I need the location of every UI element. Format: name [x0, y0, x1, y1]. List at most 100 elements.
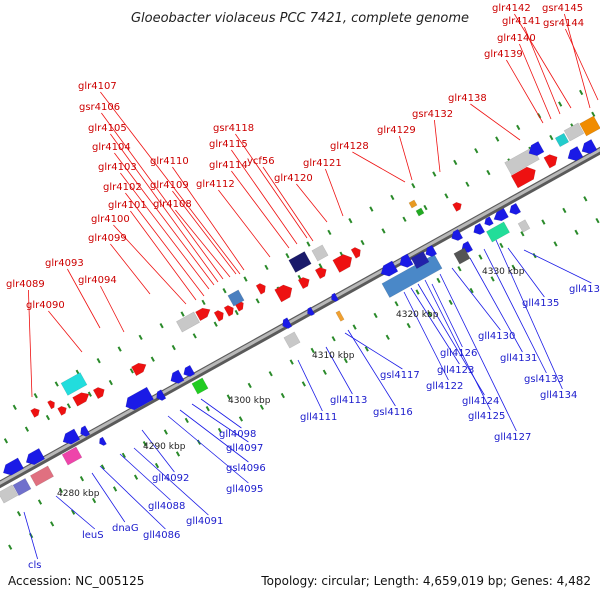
forward-gene-label: glr4120 — [274, 173, 313, 184]
reverse-gene-label: gll4113 — [330, 395, 367, 406]
tick-mark — [213, 321, 218, 327]
rna-gene — [554, 132, 570, 148]
reverse-gene — [493, 207, 509, 222]
tick-mark — [24, 426, 30, 432]
forward-gene — [297, 277, 310, 290]
label-leader — [175, 209, 231, 278]
tick-mark — [390, 194, 395, 201]
tick-mark — [171, 344, 176, 351]
reverse-gene-label: gll4123 — [437, 365, 474, 376]
label-leader — [399, 135, 413, 181]
forward-gene-label: glr4102 — [103, 182, 142, 193]
tick-mark — [381, 228, 386, 234]
forward-gene — [47, 400, 55, 410]
tick-mark — [222, 288, 227, 294]
misc-feature — [453, 247, 471, 265]
reverse-gene — [509, 202, 522, 215]
forward-gene-label: glr4094 — [78, 275, 117, 286]
label-leader — [172, 190, 237, 275]
label-leader — [523, 249, 592, 284]
tick-mark — [259, 404, 264, 410]
reverse-gene-label: gll4097 — [226, 443, 263, 454]
tick-mark — [285, 253, 290, 259]
tick-mark — [427, 311, 432, 317]
tick-mark — [579, 89, 584, 96]
reverse-gene-label: gll4092 — [152, 473, 189, 484]
tick-mark — [100, 464, 105, 470]
tick-mark — [121, 452, 126, 459]
label-leader — [231, 170, 290, 249]
label-leader — [218, 189, 271, 258]
reverse-gene — [528, 141, 545, 156]
misc-feature — [227, 289, 245, 307]
reverse-gene — [567, 146, 584, 161]
reverse-gene-label: gsl4116 — [373, 407, 413, 418]
kbp-marker-label: 4330 kbp — [482, 267, 525, 277]
kbp-markers: 4280 kbp 4290 kbp 4300 kbp 4310 kbp 4320 kbp… — [57, 267, 525, 499]
tick-mark — [226, 394, 231, 400]
tick-mark — [180, 311, 185, 317]
tick-mark — [310, 347, 315, 354]
reverse-gene — [156, 389, 167, 401]
tick-mark — [243, 276, 248, 282]
tick-mark — [436, 277, 441, 284]
label-leader — [262, 166, 314, 242]
forward-gene-label: glr4093 — [45, 258, 84, 269]
reverse-gene — [282, 317, 293, 329]
tick-mark — [306, 241, 311, 247]
tick-mark — [486, 169, 491, 176]
reverse-gene-label: gll4122 — [426, 381, 463, 392]
tick-mark — [205, 406, 210, 412]
tick-mark — [268, 371, 273, 377]
reverse-gene-label: cls — [28, 560, 42, 571]
topology-text: Topology: circular; Length: 4,659,019 bp… — [260, 574, 591, 588]
tick-mark — [369, 206, 374, 212]
tick-mark — [495, 136, 500, 142]
label-leader — [495, 239, 563, 390]
label-leader — [506, 59, 544, 124]
label-leader — [519, 43, 552, 120]
kbp-marker-label: 4280 kbp — [57, 489, 100, 499]
reverse-gene-label: dnaG — [112, 523, 139, 534]
tick-mark — [516, 124, 521, 131]
label-leader — [231, 149, 298, 245]
pseudo-gene — [176, 311, 200, 333]
misc-feature — [288, 251, 312, 273]
forward-gene-label: glr4099 — [88, 233, 127, 244]
forward-gene-label: glr4108 — [153, 199, 192, 210]
reverse-gene-label: gll4135 — [522, 298, 559, 309]
rna-gene — [60, 372, 88, 396]
forward-gene — [131, 362, 147, 377]
tick-mark — [133, 474, 139, 480]
pseudo-gene — [517, 219, 531, 233]
kbp-marker-label: 4320 kbp — [396, 310, 439, 320]
tick-mark — [553, 241, 558, 247]
kbp-marker-label: 4310 kbp — [312, 351, 355, 361]
forward-gene-label: glr4138 — [448, 93, 487, 104]
reverse-gene — [581, 139, 598, 154]
forward-gene-label: gsr4106 — [79, 102, 120, 113]
misc-feature — [30, 465, 54, 487]
label-leader — [167, 415, 249, 484]
label-leader — [297, 359, 323, 412]
pseudo-gene — [311, 244, 329, 262]
tick-mark — [264, 264, 269, 271]
label-leader — [564, 13, 591, 109]
tick-mark — [520, 231, 525, 237]
label-leader — [130, 210, 197, 301]
tick-mark — [217, 427, 223, 434]
label-leader — [99, 465, 166, 530]
forward-gene-label: gsr4145 — [542, 3, 583, 14]
label-leader — [439, 273, 517, 432]
reverse-gene — [125, 386, 154, 411]
forward-gene-label: glr4129 — [377, 125, 416, 136]
tick-mark — [3, 438, 9, 444]
label-leader — [514, 13, 572, 109]
forward-gene — [332, 254, 353, 273]
label-leader — [424, 279, 491, 411]
reverse-gene-label: gll4136 — [569, 284, 600, 295]
tick-mark — [33, 393, 38, 399]
tick-mark — [595, 217, 600, 224]
misc-feature — [381, 254, 443, 298]
